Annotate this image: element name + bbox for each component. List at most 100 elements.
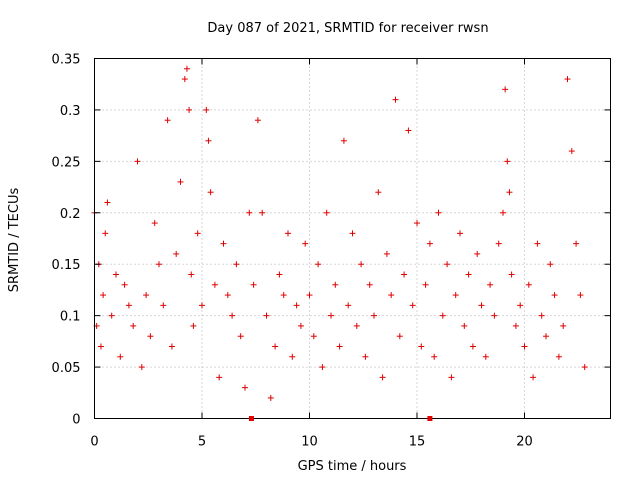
- data-point: [547, 261, 554, 268]
- data-point: [183, 65, 190, 72]
- data-point: [500, 209, 506, 216]
- x-tick-label: 10: [301, 435, 318, 450]
- data-point: [138, 364, 145, 371]
- data-point: [405, 127, 412, 134]
- data-point: [392, 96, 399, 103]
- data-point: [388, 292, 395, 299]
- data-point: [134, 158, 141, 165]
- data-point: [401, 271, 408, 278]
- data-point: [289, 353, 296, 360]
- data-point: [267, 394, 274, 401]
- data-point: [530, 374, 537, 381]
- data-point: [315, 261, 322, 268]
- data-point: [237, 333, 244, 340]
- data-point: [435, 209, 442, 216]
- data-point: [164, 117, 171, 124]
- y-tick-label: 0.25: [52, 155, 81, 170]
- data-point: [332, 281, 339, 288]
- data-point: [508, 271, 515, 278]
- data-point: [482, 353, 489, 360]
- data-point: [242, 384, 248, 391]
- data-point: [188, 271, 195, 278]
- data-point: [573, 240, 580, 247]
- data-point: [512, 322, 519, 329]
- data-point: [280, 292, 287, 299]
- data-point: [272, 343, 279, 350]
- data-point: [302, 240, 309, 247]
- x-tick-label: 5: [198, 435, 206, 450]
- data-point: [121, 281, 128, 288]
- y-tick-label: 0.3: [60, 104, 81, 119]
- grid-layer: [94, 58, 611, 419]
- y-tick-label: 0.1: [60, 310, 81, 325]
- x-tick-label: 20: [516, 435, 533, 450]
- data-point: [564, 76, 571, 83]
- x-tick-label: 15: [409, 435, 426, 450]
- data-point: [340, 137, 347, 144]
- y-tick-label: 0.35: [52, 53, 81, 68]
- data-point: [534, 240, 541, 247]
- data-point: [229, 312, 236, 319]
- data-point: [211, 281, 218, 288]
- data-point: [349, 230, 356, 237]
- data-points: [91, 65, 588, 401]
- y-tick-label: 0: [72, 413, 80, 428]
- data-point: [461, 322, 468, 329]
- x-axis-label: GPS time / hours: [298, 459, 407, 474]
- data-point: [366, 281, 373, 288]
- data-point: [125, 302, 132, 309]
- y-tick-label: 0.2: [60, 207, 81, 222]
- data-point: [168, 343, 175, 350]
- data-point: [379, 374, 386, 381]
- data-point: [448, 374, 455, 381]
- data-point: [371, 312, 377, 319]
- data-point: [414, 220, 420, 227]
- data-point: [551, 292, 558, 299]
- data-point: [474, 250, 481, 257]
- data-point: [100, 292, 107, 299]
- y-tick-label: 0.05: [52, 361, 81, 376]
- data-point: [328, 312, 334, 319]
- data-point: [130, 322, 137, 329]
- data-point: [220, 240, 227, 247]
- data-point: [396, 333, 403, 340]
- data-point: [487, 281, 494, 288]
- data-point: [199, 302, 205, 309]
- data-point: [285, 230, 291, 237]
- data-point: [465, 271, 472, 278]
- data-point: [306, 292, 313, 299]
- data-point: [538, 312, 545, 319]
- data-point: [203, 106, 210, 113]
- chart-title: Day 087 of 2021, SRMTID for receiver rws…: [207, 21, 488, 36]
- data-point: [224, 292, 231, 299]
- gap-markers: [248, 416, 433, 421]
- data-point: [97, 343, 104, 350]
- data-point: [336, 343, 343, 350]
- data-point: [383, 250, 390, 257]
- tick-layer: 0 0.05 0.1 0.15 0.2 0.25 0.3 0.35 0 5 10 15 20: [52, 53, 611, 450]
- data-point: [259, 209, 266, 216]
- data-point: [205, 137, 212, 144]
- data-point: [216, 374, 223, 381]
- data-point: [457, 230, 463, 237]
- data-point: [186, 106, 193, 113]
- data-point: [409, 302, 416, 309]
- data-point: [560, 322, 567, 329]
- data-point: [207, 189, 214, 196]
- data-point: [353, 322, 360, 329]
- data-point: [358, 261, 365, 268]
- data-point: [310, 333, 317, 340]
- data-point: [418, 343, 425, 350]
- data-point: [469, 343, 476, 350]
- data-point: [319, 364, 326, 371]
- data-gap-marker: [427, 416, 433, 421]
- data-point: [439, 312, 446, 319]
- x-tick-label: 0: [90, 435, 98, 450]
- data-point: [250, 281, 257, 288]
- data-point: [375, 189, 382, 196]
- data-point: [102, 230, 109, 237]
- data-point: [297, 322, 304, 329]
- data-point: [543, 333, 549, 340]
- data-point: [444, 261, 451, 268]
- data-point: [452, 292, 459, 299]
